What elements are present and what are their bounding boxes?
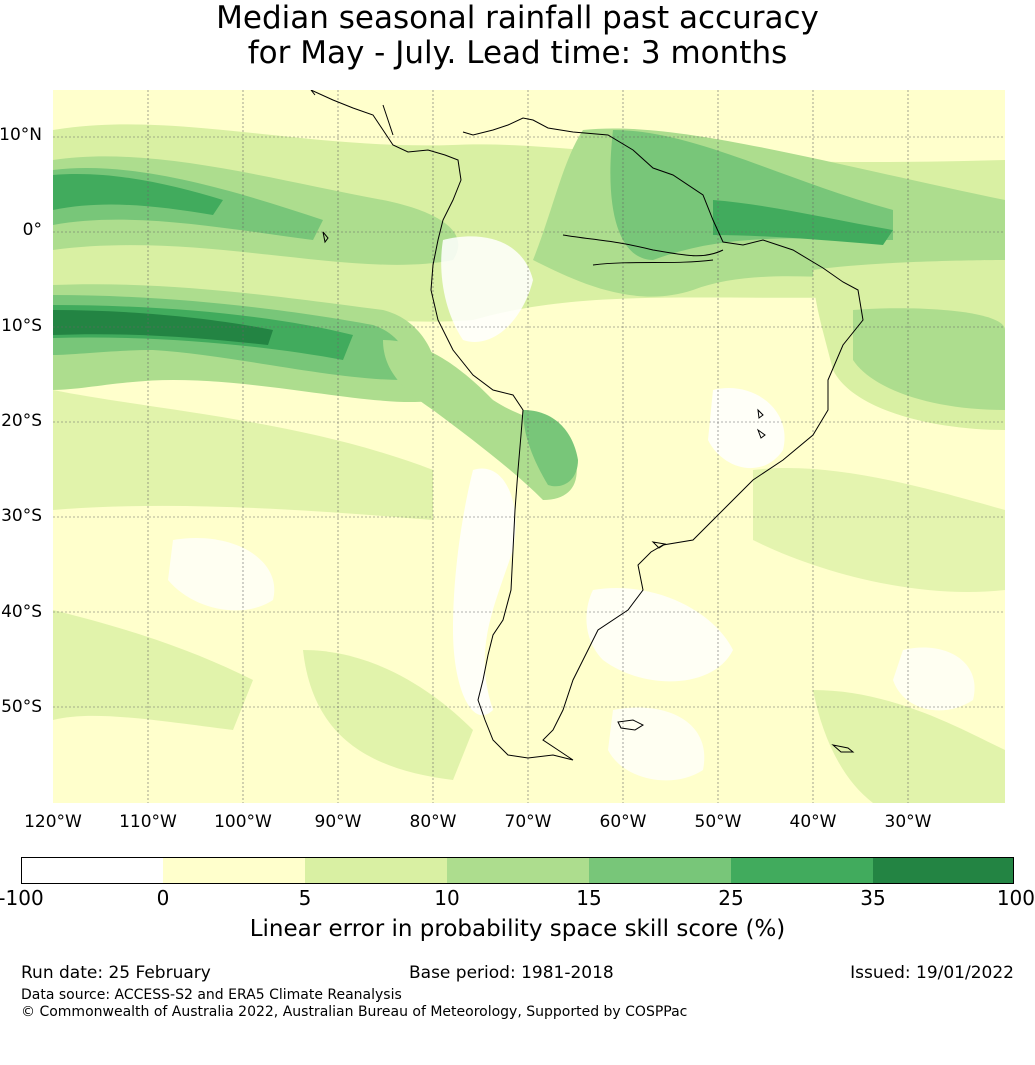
colorbar-tick: 35 xyxy=(860,886,886,910)
skill-score-map xyxy=(53,90,1005,803)
lat-tick: 30°S xyxy=(1,506,42,526)
lon-tick: 60°W xyxy=(599,812,647,832)
colorbar xyxy=(21,857,1014,884)
colorbar-tick: -100 xyxy=(0,886,44,910)
lon-tick: 80°W xyxy=(409,812,457,832)
colorbar-tick: 0 xyxy=(156,886,170,910)
colorbar-tick: 25 xyxy=(718,886,744,910)
colorbar-segment xyxy=(21,857,163,884)
lon-tick: 110°W xyxy=(119,812,177,832)
issued-date: Issued: 19/01/2022 xyxy=(850,963,1014,983)
colorbar-tick: 10 xyxy=(434,886,460,910)
colorbar-tick: 15 xyxy=(576,886,602,910)
colorbar-tick: 100 xyxy=(996,886,1035,910)
coastline-south-america xyxy=(310,90,864,761)
colorbar-segment xyxy=(447,857,589,884)
map-gridlines xyxy=(53,90,1005,803)
copyright: © Commonwealth of Australia 2022, Austra… xyxy=(21,1004,688,1020)
colorbar-tick: 5 xyxy=(298,886,312,910)
islands xyxy=(322,231,855,753)
lat-tick: 0° xyxy=(22,220,42,240)
lon-tick: 30°W xyxy=(884,812,932,832)
lat-tick: 10°S xyxy=(1,316,42,336)
colorbar-segment xyxy=(305,857,447,884)
colorbar-segment xyxy=(589,857,731,884)
skill-bands xyxy=(53,124,1005,803)
data-source: Data source: ACCESS-S2 and ERA5 Climate … xyxy=(21,987,402,1003)
colorbar-segment xyxy=(873,857,1014,884)
colorbar-label: Linear error in probability space skill … xyxy=(249,916,786,942)
colorbar-segment xyxy=(731,857,873,884)
lat-tick: 20°S xyxy=(1,411,42,431)
lon-tick: 100°W xyxy=(214,812,272,832)
lon-tick: 50°W xyxy=(694,812,742,832)
run-date: Run date: 25 February xyxy=(21,963,211,983)
lon-tick: 90°W xyxy=(314,812,362,832)
base-period: Base period: 1981-2018 xyxy=(409,963,614,983)
lon-tick: 70°W xyxy=(504,812,552,832)
title-line-1: Median seasonal rainfall past accuracy xyxy=(216,0,819,36)
title-line-2: for May - July. Lead time: 3 months xyxy=(247,35,788,71)
colorbar-segment xyxy=(163,857,305,884)
lon-tick: 40°W xyxy=(789,812,837,832)
lat-tick: 10°N xyxy=(0,125,42,145)
lat-tick: 50°S xyxy=(1,697,42,717)
lat-tick: 40°S xyxy=(1,602,42,622)
lon-tick: 120°W xyxy=(24,812,82,832)
